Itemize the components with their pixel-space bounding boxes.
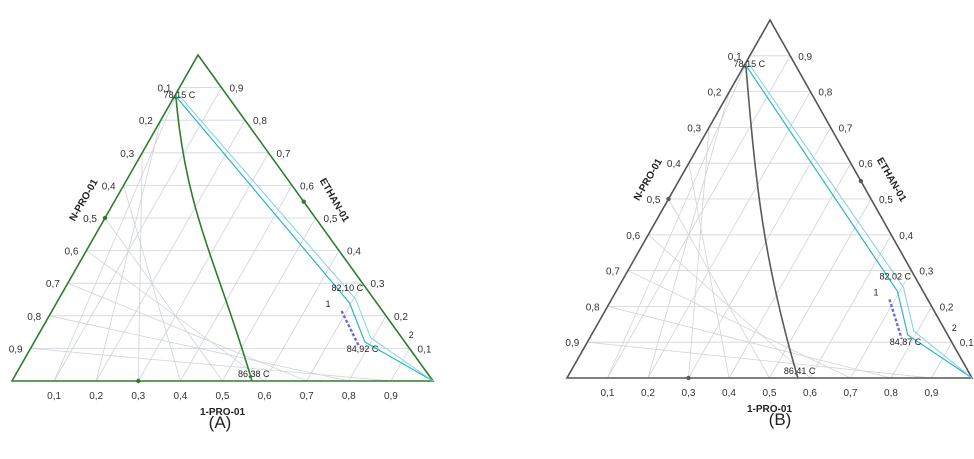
- bottom-tick-label: 0,9: [384, 391, 398, 402]
- right-tick-label: 0,4: [347, 247, 361, 258]
- stream-label-2: 84,87 C: [890, 337, 922, 347]
- edge-arrow: [686, 376, 690, 380]
- right-tick-label: 0,2: [940, 302, 954, 313]
- azeotrope-label-top: 78,15 C: [164, 90, 196, 100]
- right-tick-label: 0,8: [253, 116, 267, 127]
- bottom-tick-label: 0,4: [173, 391, 187, 402]
- panel-caption: (B): [769, 410, 792, 429]
- left-tick-label: 0,5: [83, 214, 97, 225]
- edge-arrow: [666, 197, 670, 201]
- azeotrope-label-bottom: 86,38 C: [238, 369, 270, 379]
- right-tick-label: 0,9: [230, 84, 244, 95]
- bottom-tick-label: 0,8: [884, 388, 898, 399]
- residue-curve: [176, 96, 433, 381]
- grid-line: [138, 153, 268, 381]
- boundary-curve: [176, 94, 252, 381]
- grid-line: [587, 342, 931, 378]
- ternary-plot-b: 0,1 0,2 0,3 0,4 0,5 0,6 0,7 0,8 0,9 0,1 0,2 0,3 0,4 0…: [565, 20, 974, 429]
- bottom-tick-label: 0,7: [300, 391, 314, 402]
- left-tick-label: 0,3: [120, 149, 134, 160]
- left-tick-label: 0,8: [27, 312, 41, 323]
- azeotrope-label-top: 78,15 C: [734, 59, 766, 69]
- left-tick-label: 0,3: [687, 123, 701, 134]
- left-tick-label: 0,4: [102, 181, 116, 192]
- bottom-tick-label: 0,7: [844, 388, 858, 399]
- grid-line: [669, 199, 770, 378]
- right-tick-label: 0,1: [960, 338, 974, 349]
- left-tick-label: 0,6: [626, 231, 640, 242]
- stream-marker-2: 2: [952, 323, 957, 333]
- left-tick-label: 0,9: [565, 338, 579, 349]
- bottom-tick-label: 0,5: [763, 388, 777, 399]
- bottom-tick-label: 0,4: [722, 388, 736, 399]
- right-tick-label: 0,1: [418, 344, 432, 355]
- right-tick-label: 0,7: [277, 149, 291, 160]
- left-tick-label: 0,6: [64, 247, 78, 258]
- right-tick-label: 0,8: [818, 88, 832, 99]
- edge-arrow: [859, 179, 863, 183]
- residue-curve: [180, 96, 433, 381]
- grid-line: [851, 271, 912, 378]
- left-tick-label: 0,2: [707, 88, 721, 99]
- panel-caption: (A): [209, 413, 232, 432]
- grid-line: [68, 283, 307, 381]
- operating-line: [342, 311, 359, 346]
- bottom-tick-label: 0,3: [682, 388, 696, 399]
- bottom-tick-label: 0,5: [216, 391, 230, 402]
- stream-label-2: 84,92 C: [347, 344, 379, 354]
- bottom-tick-label: 0,1: [47, 391, 61, 402]
- bottom-tick-label: 0,1: [601, 388, 615, 399]
- edge-arrow: [103, 216, 107, 220]
- left-tick-label: 0,8: [586, 302, 600, 313]
- residue-curve: [750, 65, 972, 378]
- grid-line: [31, 348, 391, 381]
- operating-line: [889, 299, 901, 339]
- right-tick-label: 0,6: [859, 159, 873, 170]
- edge-arrow: [302, 200, 306, 204]
- stream-marker-2: 2: [409, 330, 414, 340]
- left-tick-label: 0,7: [46, 279, 60, 290]
- right-tick-label: 0,3: [371, 279, 385, 290]
- stream-label-1: 82,02 C: [879, 271, 911, 281]
- right-tick-label: 0,6: [300, 181, 314, 192]
- right-tick-label: 0,3: [919, 267, 933, 278]
- stream-label-1: 82,10 C: [332, 283, 364, 293]
- left-tick-label: 0,5: [647, 195, 661, 206]
- left-tick-label: 0,4: [667, 159, 681, 170]
- left-tick-label: 0,2: [139, 116, 153, 127]
- bottom-tick-label: 0,8: [342, 391, 356, 402]
- right-tick-label: 0,5: [324, 214, 338, 225]
- bottom-tick-label: 0,3: [131, 391, 145, 402]
- right-tick-label: 0,2: [394, 312, 408, 323]
- residue-curve: [746, 65, 972, 378]
- stream-marker-1: 1: [326, 299, 331, 309]
- left-tick-label: 0,9: [9, 344, 23, 355]
- bottom-tick-label: 0,6: [258, 391, 272, 402]
- right-tick-label: 0,7: [839, 123, 853, 134]
- right-tick-label: 0,4: [899, 231, 913, 242]
- left-tick-label: 0,7: [606, 267, 620, 278]
- grid-line: [628, 271, 851, 378]
- azeotrope-label-bottom: 86,41 C: [784, 366, 816, 376]
- edge-arrow: [136, 379, 140, 383]
- ternary-plot-a: 0,1 0,2 0,3 0,4 0,5 0,6 0,7 0,8 0,9 0,1 0,2 0,3 0,4 0…: [9, 55, 433, 432]
- grid-line: [689, 127, 831, 378]
- bottom-tick-label: 0,9: [925, 388, 939, 399]
- bottom-tick-label: 0,2: [89, 391, 103, 402]
- stream-marker-1: 1: [873, 287, 878, 297]
- right-tick-label: 0,5: [879, 195, 893, 206]
- bottom-tick-label: 0,6: [803, 388, 817, 399]
- right-tick-label: 0,9: [798, 52, 812, 63]
- bottom-tick-label: 0,2: [641, 388, 655, 399]
